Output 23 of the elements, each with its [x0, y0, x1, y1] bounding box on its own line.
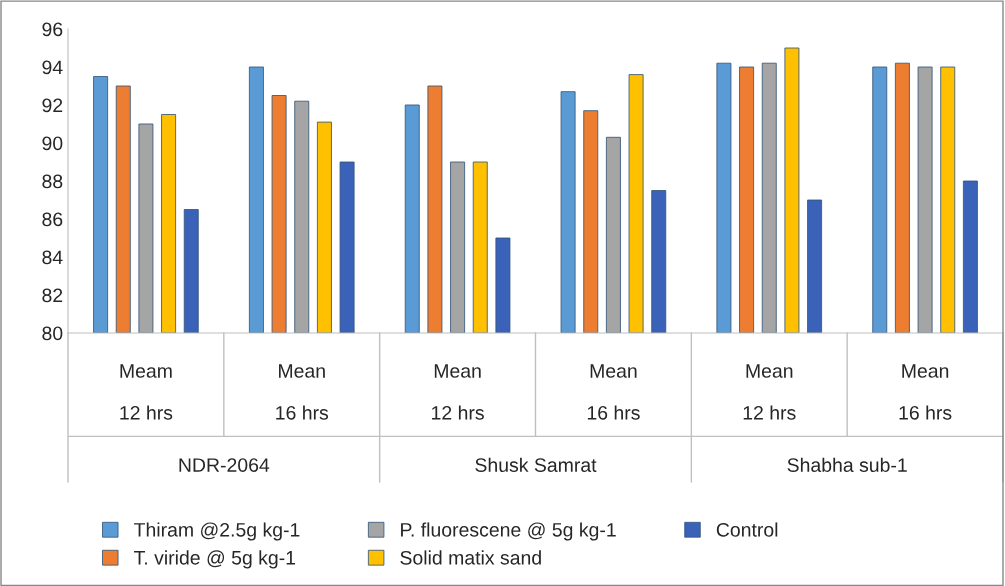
y-tick-label: 82 [42, 288, 63, 303]
y-tick-label: 88 [42, 174, 63, 189]
y-tick-label: 84 [42, 250, 63, 265]
y-tick-label: 94 [42, 60, 63, 75]
category-label: Mean 16 hrs [899, 364, 952, 420]
category-label: Mean 16 hrs [276, 364, 329, 420]
y-tick-label: 80 [42, 326, 63, 341]
legend-label: Solid matix sand [400, 550, 541, 565]
category-label: Mean 12 hrs [432, 364, 484, 420]
category-label: Mean 12 hrs [743, 364, 796, 420]
legend-label: Control [716, 522, 778, 537]
text: Shabha sub-1 [787, 457, 907, 472]
legend-label: Thiram @2.5g kg-1 [134, 522, 300, 541]
category-label: Meam 12 hrs [120, 364, 173, 420]
text: Shusk Samrat [475, 457, 597, 472]
legend-label: T. viride @ 5g kg-1 [134, 550, 296, 569]
text: NDR-2064 [179, 458, 270, 472]
y-tick-label: 90 [42, 136, 63, 151]
y-tick-label: 96 [42, 22, 63, 37]
y-tick-label: 92 [42, 98, 63, 113]
legend-label: P. fluorescene @ 5g kg-1 [401, 522, 616, 541]
category-label: Mean 16 hrs [587, 364, 640, 420]
y-tick-label: 86 [42, 212, 63, 227]
